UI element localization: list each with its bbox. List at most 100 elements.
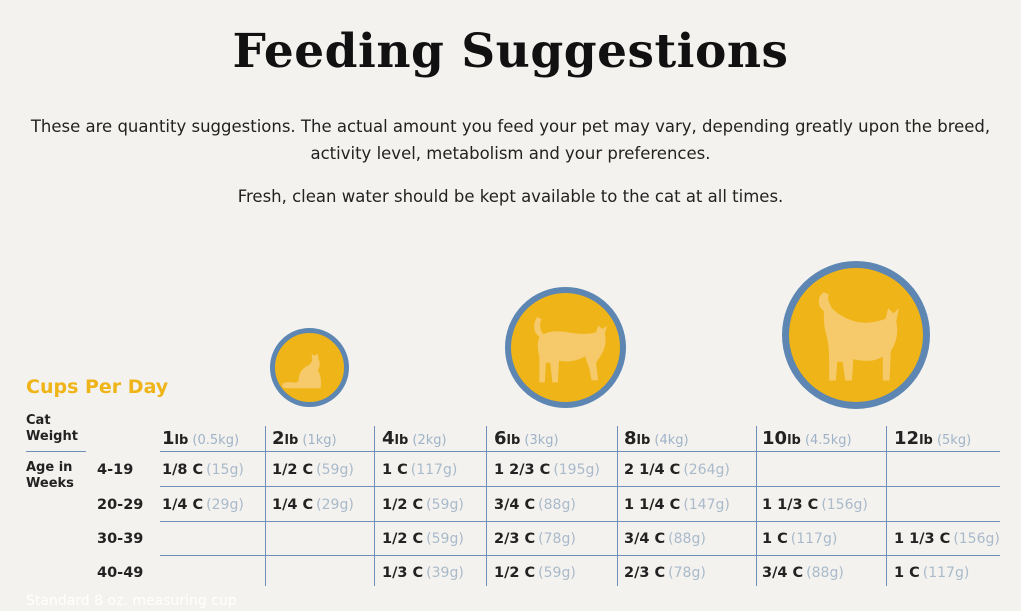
weight-metric: (0.5kg) (188, 433, 240, 448)
grams-value: (59g) (426, 497, 464, 513)
weight-unit: lb (284, 433, 299, 448)
table-cell: 1/8 C (15g) (162, 462, 244, 478)
weight-metric: (3kg) (520, 433, 559, 448)
cups-value: 1/4 C (272, 497, 314, 513)
cups-value: 3/4 C (624, 531, 666, 547)
table-cell: 1/2 C (59g) (382, 497, 464, 513)
grams-value: (88g) (668, 531, 706, 547)
cups-value: 3/4 C (762, 565, 804, 581)
table-cell: 1 C (117g) (894, 565, 969, 581)
grams-value: (156g) (953, 531, 1000, 547)
age-weeks-label: 20-29 (97, 497, 144, 513)
cups-value: 3/4 C (494, 497, 536, 513)
cups-value: 1 2/3 C (494, 462, 551, 478)
weight-unit: lb (636, 433, 651, 448)
cups-value: 1 1/4 C (624, 497, 681, 513)
table-cell: 1 1/3 C (156g) (762, 497, 868, 513)
cups-value: 1/2 C (382, 531, 424, 547)
cups-value: 1/2 C (494, 565, 536, 581)
table-cell: 1 1/4 C (147g) (624, 497, 730, 513)
weight-pounds: 4 (382, 428, 395, 449)
table-cell: 1/4 C (29g) (162, 497, 244, 513)
weight-metric: (1kg) (298, 433, 337, 448)
table-cell: 1 2/3 C (195g) (494, 462, 600, 478)
table-cell: 3/4 C (88g) (762, 565, 844, 581)
grams-value: (117g) (790, 531, 838, 547)
weight-unit: lb (506, 433, 521, 448)
grams-value: (195g) (553, 462, 600, 478)
grams-value: (59g) (538, 565, 576, 581)
weight-pounds: 10 (762, 428, 788, 449)
table-cell: 1 1/3 C (156g) (894, 531, 1000, 547)
table-cell: 1/4 C (29g) (272, 497, 354, 513)
cups-value: 1 1/3 C (762, 497, 819, 513)
cat-standing-icon (505, 287, 626, 408)
cups-value: 1/4 C (162, 497, 204, 513)
grams-value: (117g) (922, 565, 970, 581)
table-cell: 2/3 C (78g) (494, 531, 576, 547)
weight-unit: lb (787, 433, 801, 448)
intro-line-1: These are quantity suggestions. The actu… (30, 117, 991, 136)
grams-value: (88g) (806, 565, 844, 581)
weight-header: 8lb (4kg) (624, 428, 689, 449)
grams-value: (29g) (316, 497, 354, 513)
table-divider (160, 451, 1000, 452)
age-row-label: Age in Weeks (26, 460, 74, 491)
weight-unit: lb (394, 433, 409, 448)
grams-value: (59g) (316, 462, 354, 478)
weight-unit: lb (174, 433, 189, 448)
table-cell: 1/2 C (59g) (494, 565, 576, 581)
cups-value: 2/3 C (494, 531, 536, 547)
footnote: Standard 8 oz. measuring cup (26, 593, 237, 609)
grams-value: (78g) (538, 531, 576, 547)
table-cell: 2/3 C (78g) (624, 565, 706, 581)
table-divider (160, 521, 1000, 522)
weight-pounds: 1 (162, 428, 175, 449)
grams-value: (78g) (668, 565, 706, 581)
grams-value: (88g) (538, 497, 576, 513)
grams-value: (29g) (206, 497, 244, 513)
table-cell: 1 C (117g) (762, 531, 837, 547)
age-weeks-label: 4-19 (97, 462, 134, 478)
weight-header: 12lb (5kg) (894, 428, 971, 449)
weight-pounds: 2 (272, 428, 285, 449)
weight-pounds: 6 (494, 428, 507, 449)
weight-metric: (5kg) (932, 433, 972, 448)
table-column-divider (756, 426, 757, 586)
age-weeks-label: 30-39 (97, 531, 144, 547)
feeding-table: Cat Weight Age in Weeks 1lb (0.5kg) 2lb (… (0, 410, 1021, 590)
grams-value: (147g) (683, 497, 730, 513)
weight-header: 1lb (0.5kg) (162, 428, 239, 449)
table-cell: 1 C (117g) (382, 462, 457, 478)
cups-value: 1 1/3 C (894, 531, 951, 547)
weight-metric: (4.5kg) (800, 433, 852, 448)
table-cell: 3/4 C (88g) (624, 531, 706, 547)
weight-unit: lb (919, 433, 933, 448)
grams-value: (59g) (426, 531, 464, 547)
table-cell: 1/3 C (39g) (382, 565, 464, 581)
grams-value: (15g) (206, 462, 244, 478)
table-title: Cups Per Day (26, 376, 169, 398)
weight-header: 6lb (3kg) (494, 428, 559, 449)
cups-value: 1 C (382, 462, 408, 478)
table-column-divider (374, 426, 375, 586)
weight-metric: (2kg) (408, 433, 447, 448)
cups-value: 2/3 C (624, 565, 666, 581)
table-cell: 1/2 C (59g) (382, 531, 464, 547)
page-title: Feeding Suggestions (232, 24, 789, 79)
table-cell: 2 1/4 C (264g) (624, 462, 730, 478)
weight-pounds: 12 (894, 428, 920, 449)
grams-value: (156g) (821, 497, 868, 513)
weight-pounds: 8 (624, 428, 637, 449)
cat-large-icon (782, 261, 930, 409)
cups-value: 1 C (762, 531, 788, 547)
cups-value: 1/2 C (272, 462, 314, 478)
grams-value: (117g) (410, 462, 458, 478)
intro-paragraph: These are quantity suggestions. The actu… (0, 113, 1021, 167)
cups-value: 1/2 C (382, 497, 424, 513)
intro-line-2: activity level, metabolism and your pref… (310, 144, 711, 163)
weight-row-label: Cat Weight (26, 413, 78, 444)
weight-metric: (4kg) (650, 433, 689, 448)
table-column-divider (486, 426, 487, 586)
table-column-divider (886, 426, 887, 586)
